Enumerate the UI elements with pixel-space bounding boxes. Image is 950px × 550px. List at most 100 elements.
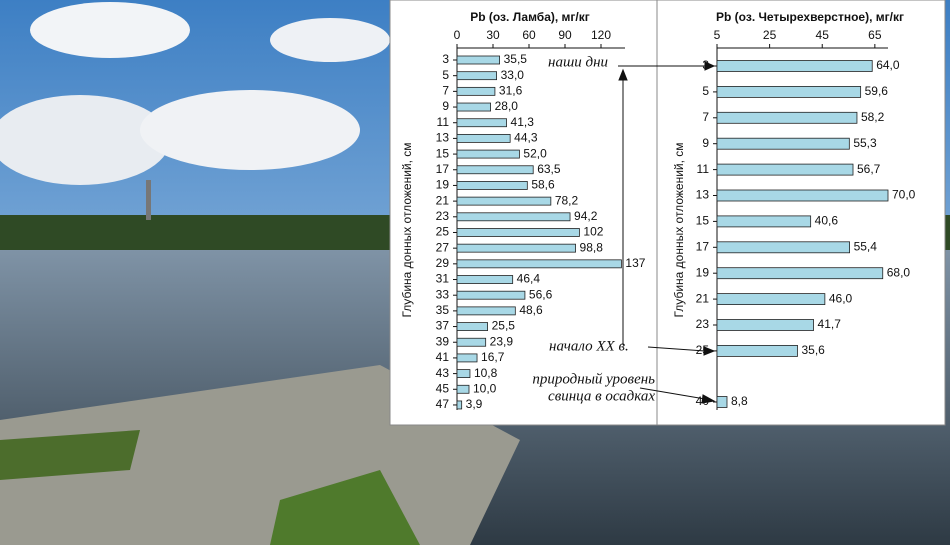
value-label: 68,0 [887, 265, 911, 279]
y-tick-label: 23 [696, 317, 710, 331]
bar [716, 189, 889, 202]
value-label: 8,8 [731, 394, 748, 408]
y-tick-label: 29 [436, 256, 450, 270]
bar [716, 137, 850, 150]
x-tick-label: 25 [763, 28, 777, 42]
y-tick-label: 27 [436, 240, 450, 254]
y-tick-label: 11 [697, 162, 710, 176]
value-label: 55,4 [854, 239, 878, 253]
value-label: 25,5 [492, 319, 516, 333]
y-tick-label: 7 [702, 110, 709, 124]
bar [456, 369, 471, 379]
bar [716, 60, 873, 72]
bar [716, 293, 826, 306]
bar [456, 86, 496, 96]
x-tick-label: 0 [454, 28, 461, 42]
value-label: 137 [625, 256, 645, 270]
x-tick-label: 60 [522, 28, 536, 42]
value-label: 23,9 [490, 334, 514, 348]
y-tick-label: 9 [442, 99, 449, 113]
y-tick-label: 33 [436, 287, 450, 301]
value-label: 55,3 [853, 136, 877, 150]
value-label: 58,6 [531, 178, 555, 192]
value-label: 10,8 [474, 366, 498, 380]
value-label: 16,7 [481, 350, 505, 364]
bar [716, 215, 812, 228]
y-tick-label: 5 [442, 68, 449, 82]
value-label: 63,5 [537, 162, 561, 176]
y-axis-label: Глубина донных отложений, см [672, 142, 686, 317]
value-label: 35,5 [504, 52, 528, 66]
bar [456, 102, 491, 112]
bar [716, 241, 850, 254]
bar [716, 319, 814, 331]
x-tick-label: 90 [558, 28, 572, 42]
annotation: наши дни [548, 54, 608, 70]
bar [456, 133, 511, 143]
bar [716, 163, 854, 176]
bar [716, 267, 884, 280]
value-label: 46,4 [517, 272, 541, 286]
y-tick-label: 21 [436, 193, 450, 207]
value-label: 44,3 [514, 131, 538, 145]
value-label: 56,7 [857, 162, 881, 176]
bar [716, 111, 858, 124]
y-tick-label: 25 [436, 225, 450, 239]
y-tick-label: 11 [437, 115, 450, 129]
value-label: 98,8 [580, 240, 604, 254]
value-label: 64,0 [876, 58, 900, 72]
bar [456, 275, 514, 284]
bar [716, 344, 798, 357]
value-label: 3,9 [466, 397, 483, 411]
y-tick-label: 21 [696, 291, 710, 305]
y-tick-label: 3 [702, 58, 709, 72]
value-label: 31,6 [499, 84, 523, 98]
value-label: 102 [583, 225, 603, 239]
value-label: 94,2 [574, 209, 598, 223]
bar [456, 181, 528, 190]
bar [456, 212, 571, 222]
y-tick-label: 13 [436, 131, 450, 145]
y-tick-label: 25 [696, 343, 710, 357]
bar [456, 259, 622, 269]
bar [456, 228, 580, 237]
y-tick-label: 31 [436, 272, 450, 286]
bar [456, 290, 526, 300]
bar [456, 353, 478, 363]
y-tick-label: 5 [702, 84, 709, 98]
y-tick-label: 15 [436, 146, 450, 160]
y-tick-label: 43 [436, 366, 450, 380]
value-label: 41,7 [818, 317, 842, 331]
annotation: свинца в осадках [548, 388, 655, 404]
bar [456, 243, 576, 253]
value-label: 58,2 [861, 110, 885, 124]
bar [456, 322, 489, 331]
y-tick-label: 37 [436, 319, 450, 333]
bar [456, 306, 516, 316]
value-label: 56,6 [529, 287, 553, 301]
y-axis-label: Глубина донных отложений, см [400, 142, 414, 317]
bar [456, 165, 534, 175]
bar [716, 86, 862, 98]
value-label: 59,6 [865, 84, 889, 98]
y-tick-label: 39 [436, 334, 450, 348]
y-tick-label: 19 [696, 265, 710, 279]
value-label: 52,0 [523, 146, 547, 160]
annotation: начало XX в. [549, 338, 629, 354]
bar [716, 396, 728, 408]
bar [456, 196, 552, 206]
y-tick-label: 3 [442, 52, 449, 66]
x-tick-label: 5 [714, 28, 721, 42]
y-tick-label: 40 [696, 394, 710, 408]
value-label: 41,3 [511, 115, 535, 129]
x-tick-label: 120 [591, 28, 611, 42]
annotation-arrows [618, 61, 716, 404]
bar [456, 337, 487, 347]
y-tick-label: 45 [436, 381, 450, 395]
chart-title: Pb (оз. Четырехверстное), мг/кг [716, 10, 904, 24]
x-tick-label: 45 [816, 28, 830, 42]
value-label: 70,0 [892, 188, 916, 202]
y-tick-label: 19 [436, 178, 450, 192]
value-label: 40,6 [815, 214, 839, 228]
